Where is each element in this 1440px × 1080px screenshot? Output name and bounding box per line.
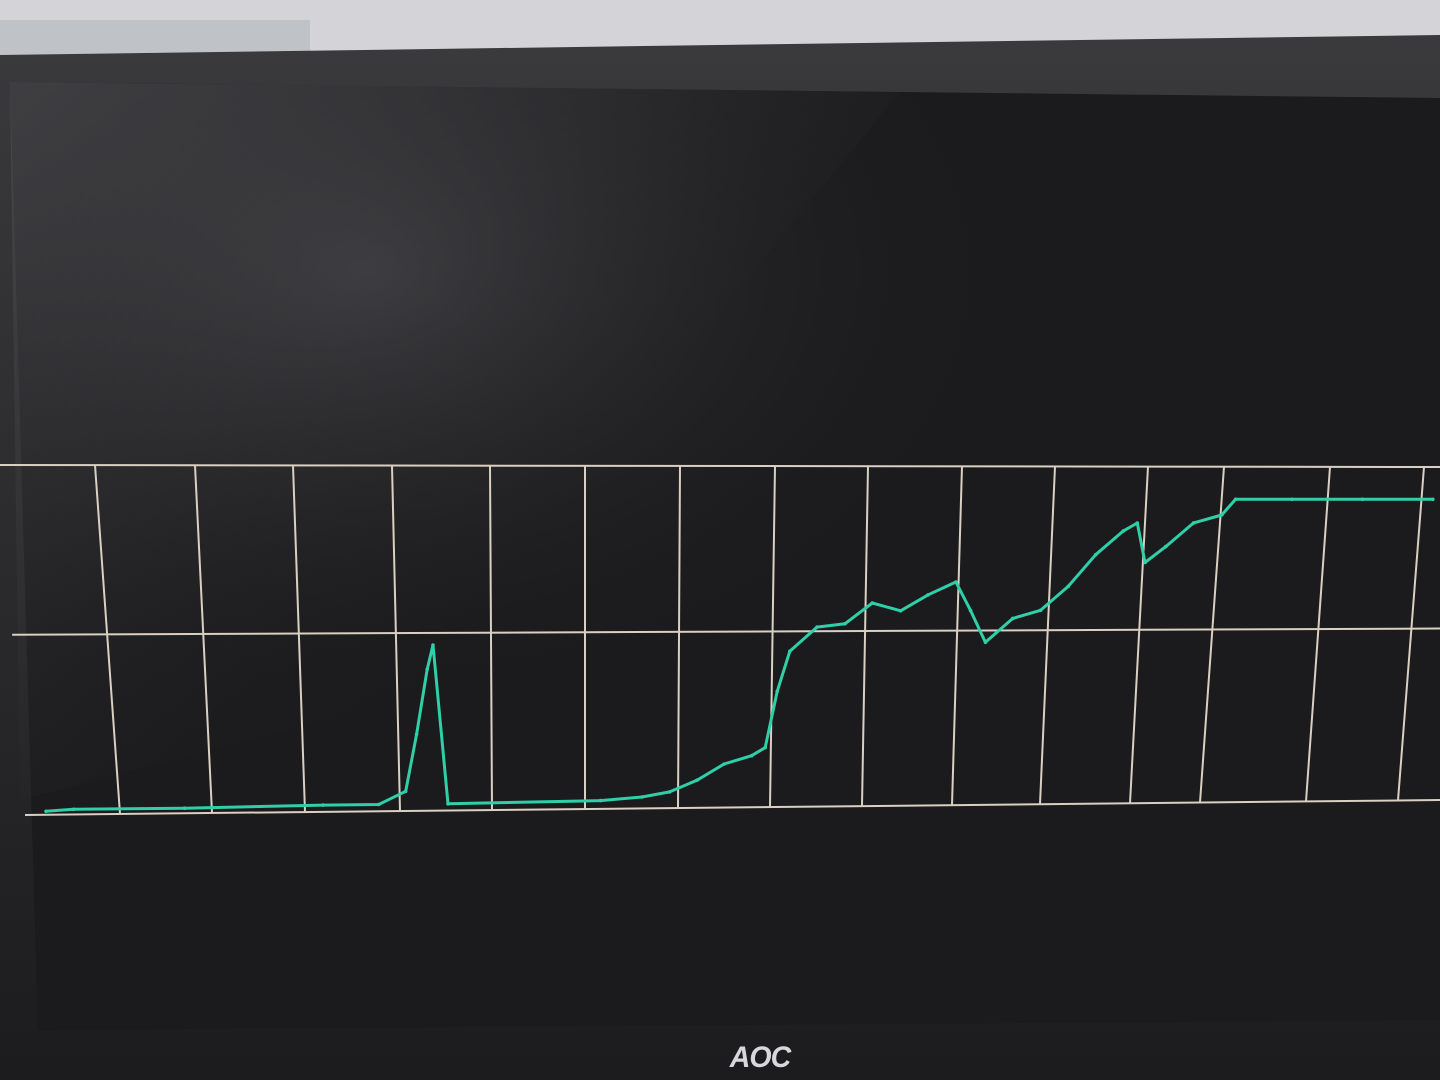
data-point-32 [1135, 521, 1140, 525]
data-point-38 [1290, 497, 1294, 502]
grid-line-v-3 [391, 465, 401, 811]
data-point-21 [870, 601, 875, 605]
data-point-34 [1164, 544, 1168, 549]
data-point-37 [1233, 497, 1238, 502]
data-point-19 [815, 625, 819, 629]
data-point-29 [1066, 584, 1070, 589]
data-point-4 [376, 802, 381, 807]
data-point-13 [695, 778, 699, 783]
grid-line-h-0 [0, 464, 1440, 468]
data-point-5 [403, 789, 408, 794]
grid-line-v-13 [1305, 466, 1331, 802]
data-point-28 [1038, 608, 1043, 613]
grid-line-v-6 [677, 465, 681, 808]
monitor-brand-logo: AOC [729, 1041, 791, 1074]
data-point-39 [1360, 497, 1365, 502]
plot-grid [0, 464, 1440, 816]
grid-line-v-2 [292, 465, 306, 812]
data-point-18 [788, 649, 792, 654]
grid-line-v-10 [1039, 466, 1056, 805]
plot-trace [44, 497, 1435, 814]
data-point-22 [898, 609, 903, 613]
data-point-25 [968, 608, 973, 613]
grid-line-v-7 [769, 466, 776, 807]
grid-line-v-14 [1397, 466, 1425, 801]
data-point-31 [1121, 529, 1126, 533]
data-point-27 [1011, 616, 1015, 621]
data-point-23 [926, 593, 930, 597]
data-point-35 [1191, 521, 1196, 525]
grid-line-v-4 [489, 465, 493, 810]
data-point-17 [775, 689, 779, 694]
data-point-10 [598, 798, 603, 803]
data-point-11 [640, 795, 644, 799]
grid-line-h-2 [24, 799, 1440, 816]
data-point-15 [749, 753, 754, 758]
grid-line-v-1 [194, 465, 213, 813]
data-point-16 [763, 745, 767, 750]
data-point-12 [667, 790, 672, 794]
data-point-14 [722, 762, 726, 766]
grid-line-v-12 [1199, 466, 1225, 803]
grid-line-v-0 [94, 465, 121, 814]
data-point-24 [954, 580, 958, 584]
data-point-40 [1431, 497, 1435, 502]
data-point-9 [446, 802, 450, 806]
data-point-3 [321, 803, 326, 807]
data-point-0 [44, 809, 48, 814]
data-point-8 [431, 643, 435, 647]
data-point-20 [843, 622, 847, 626]
screen-glare-diagonal [10, 82, 900, 800]
data-point-1 [71, 807, 76, 812]
data-point-26 [983, 640, 988, 645]
grid-line-h-1 [12, 627, 1440, 636]
data-point-36 [1219, 513, 1224, 517]
data-point-6 [414, 732, 419, 737]
grid-line-v-11 [1129, 466, 1149, 804]
grid-line-v-9 [951, 466, 963, 806]
data-point-33 [1143, 560, 1147, 565]
data-point-7 [425, 667, 430, 672]
data-point-2 [182, 806, 187, 810]
grid-line-v-8 [861, 466, 869, 807]
data-point-30 [1093, 552, 1098, 557]
